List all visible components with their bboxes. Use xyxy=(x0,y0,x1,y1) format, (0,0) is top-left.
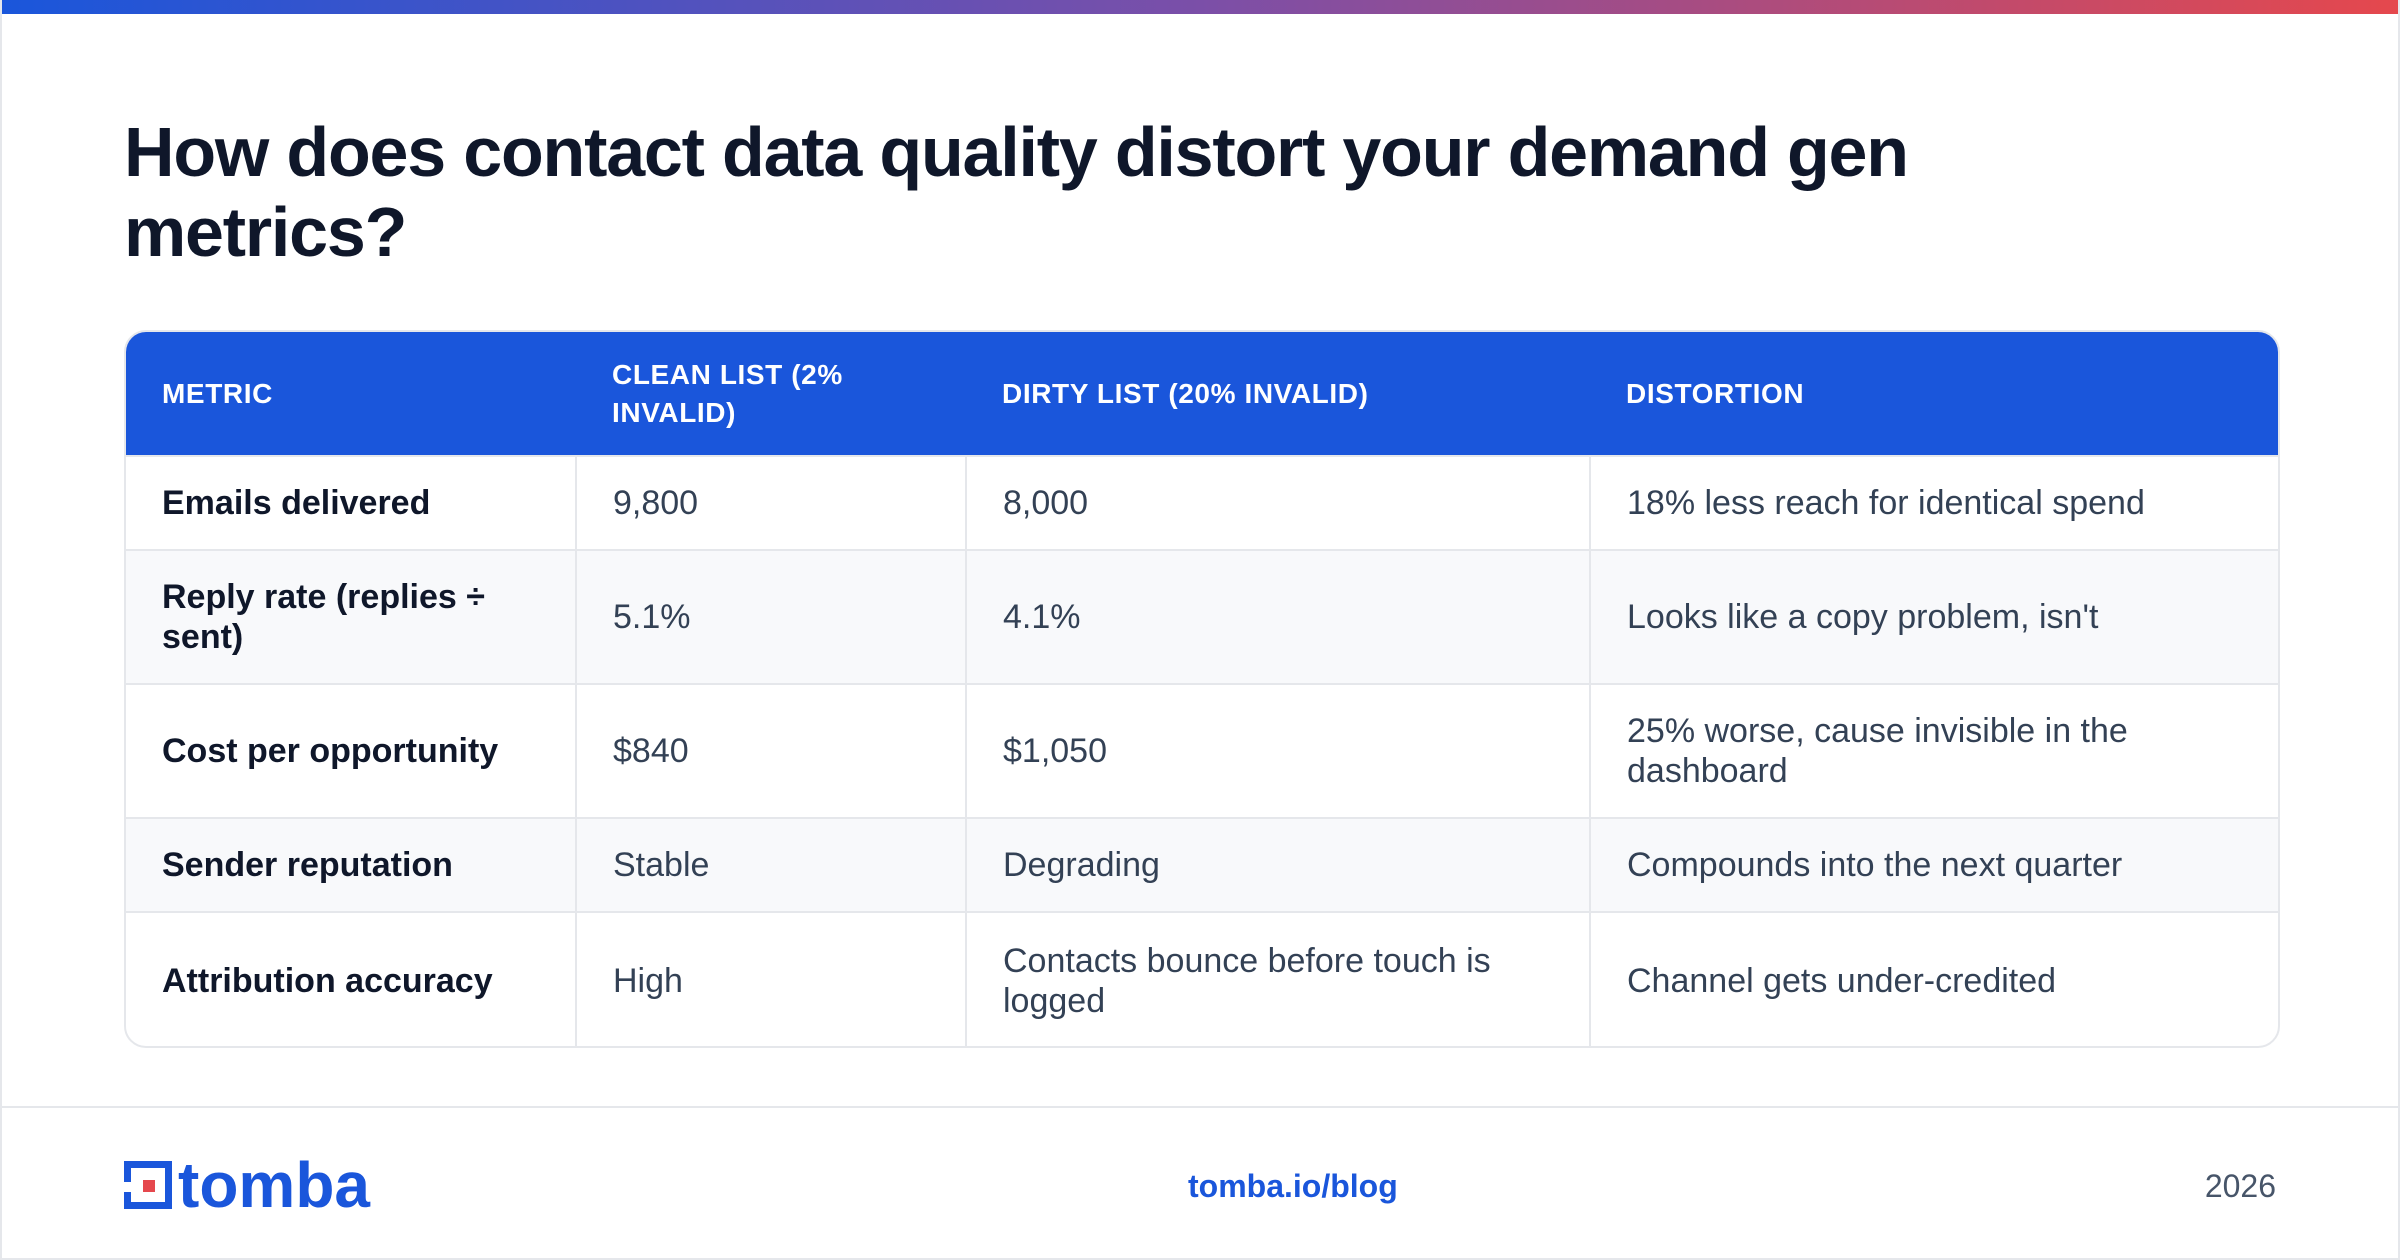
logo-text: tomba xyxy=(178,1149,370,1221)
header-clean-list: CLEAN LIST (2% INVALID) xyxy=(576,332,966,456)
header-metric: METRIC xyxy=(126,332,576,456)
distortion-cell: Channel gets under-credited xyxy=(1589,911,2278,1046)
clean-value-cell: 5.1% xyxy=(575,549,966,684)
metric-cell: Reply rate (replies ÷ sent) xyxy=(126,549,576,684)
distortion-cell: Compounds into the next quarter xyxy=(1589,817,2278,912)
dirty-value-cell: Degrading xyxy=(965,817,1590,912)
tomba-logo[interactable]: tomba xyxy=(124,1149,370,1221)
tomba-logo-icon xyxy=(124,1161,172,1209)
metric-cell: Cost per opportunity xyxy=(126,683,576,818)
clean-value-cell: Stable xyxy=(575,817,966,912)
clean-value-cell: 9,800 xyxy=(575,455,966,550)
metric-cell: Emails delivered xyxy=(126,455,576,550)
footer: tomba tomba.io/blog 2026 xyxy=(2,1106,2398,1258)
distortion-cell: 25% worse, cause invisible in the dashbo… xyxy=(1589,683,2278,818)
clean-value-cell: $840 xyxy=(575,683,966,818)
metrics-table: METRIC CLEAN LIST (2% INVALID) DIRTY LIS… xyxy=(126,332,2278,1046)
metrics-table-container: METRIC CLEAN LIST (2% INVALID) DIRTY LIS… xyxy=(124,330,2280,1048)
gradient-top-bar xyxy=(2,0,2398,14)
header-dirty-list: DIRTY LIST (20% INVALID) xyxy=(966,332,1590,456)
table-header-row: METRIC CLEAN LIST (2% INVALID) DIRTY LIS… xyxy=(126,332,2278,456)
dirty-value-cell: Contacts bounce before touch is logged xyxy=(965,911,1590,1046)
table-row: Cost per opportunity $840 $1,050 25% wor… xyxy=(126,683,2278,818)
page-title: How does contact data quality distort yo… xyxy=(124,113,1909,271)
metric-cell: Attribution accuracy xyxy=(126,911,576,1046)
table-row: Attribution accuracy High Contacts bounc… xyxy=(126,911,2278,1046)
dirty-value-cell: 4.1% xyxy=(965,549,1590,684)
clean-value-cell: High xyxy=(575,911,966,1046)
dirty-value-cell: $1,050 xyxy=(965,683,1590,818)
metric-cell: Sender reputation xyxy=(126,817,576,912)
table-row: Reply rate (replies ÷ sent) 5.1% 4.1% Lo… xyxy=(126,549,2278,684)
footer-year: 2026 xyxy=(2204,1168,2276,1204)
table-row: Sender reputation Stable Degrading Compo… xyxy=(126,817,2278,912)
dirty-value-cell: 8,000 xyxy=(965,455,1590,550)
header-distortion: DISTORTION xyxy=(1590,332,2278,456)
distortion-cell: Looks like a copy problem, isn't xyxy=(1589,549,2278,684)
blog-link[interactable]: tomba.io/blog xyxy=(1188,1168,1398,1204)
distortion-cell: 18% less reach for identical spend xyxy=(1589,455,2278,550)
table-row: Emails delivered 9,800 8,000 18% less re… xyxy=(126,455,2278,550)
